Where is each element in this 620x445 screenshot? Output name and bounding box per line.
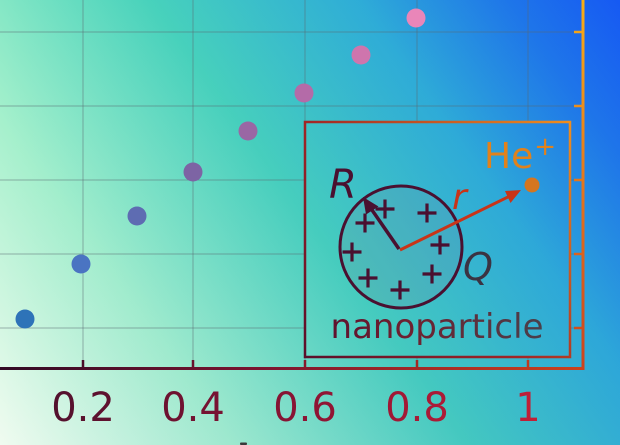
- axes: 0.2 0.4 0.6 0.8 1: [0, 0, 585, 431]
- scatter-point: [71, 254, 91, 274]
- x-axis-tick-label: 0.6: [273, 385, 337, 431]
- distance-arrow: [399, 190, 521, 252]
- plus-charge-mark: [390, 280, 410, 300]
- x-axis-tick-label: 0.4: [161, 385, 225, 431]
- inset-border: [303, 120, 572, 359]
- x-axis-tick-labels: 0.2 0.4 0.6 0.8 1: [51, 385, 541, 431]
- charge-plus-marks: [342, 199, 450, 300]
- charge-label: Q: [463, 245, 493, 289]
- x-axis-tick-label: 1: [515, 385, 540, 431]
- scatter-point: [294, 83, 314, 103]
- inset-caption: nanoparticle: [331, 307, 544, 347]
- plus-charge-mark: [430, 235, 450, 255]
- plus-charge-mark: [358, 268, 378, 288]
- helium-charge-superscript: +: [534, 132, 556, 162]
- distance-label: r: [452, 177, 469, 218]
- y-axis-ticks: [574, 30, 583, 330]
- scatter-point: [183, 162, 203, 182]
- radius-label: R: [329, 162, 357, 208]
- scatter-point: [238, 121, 258, 141]
- x-axis-ticks: [81, 360, 530, 370]
- plus-charge-mark: [417, 203, 437, 223]
- helium-ion-label: He+: [484, 132, 556, 177]
- scatter-point: [15, 309, 35, 329]
- x-axis-tick-label: 0.8: [385, 385, 449, 431]
- helium-ion-dot: [524, 177, 540, 193]
- scatter-series: [15, 8, 426, 329]
- scatter-point: [351, 45, 371, 65]
- axis-title-fragment: [240, 442, 247, 445]
- x-axis-tick-label: 0.2: [51, 385, 115, 431]
- plus-charge-mark: [422, 264, 442, 284]
- plus-charge-mark: [342, 242, 362, 262]
- scatter-point: [127, 206, 147, 226]
- plus-charge-mark: [375, 199, 395, 219]
- scatter-point: [406, 8, 426, 28]
- plus-charge-mark: [355, 213, 375, 233]
- helium-symbol: He: [484, 136, 533, 177]
- radius-arrow: [363, 197, 401, 250]
